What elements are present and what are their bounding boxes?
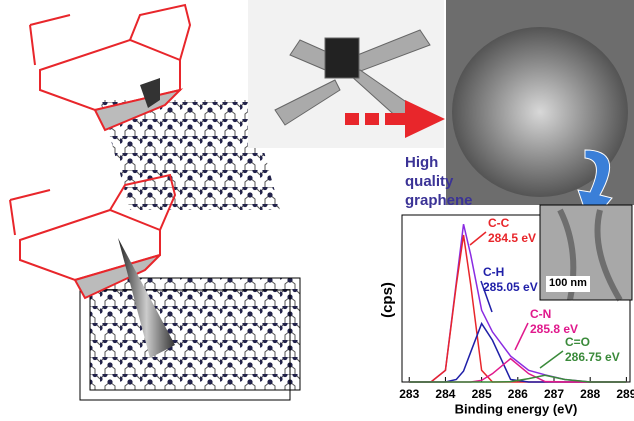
label: graphene — [405, 192, 473, 209]
scale-bar-label: 100 nm — [549, 277, 587, 289]
x-tick-label: 286 — [508, 387, 528, 401]
figure: High quality graphene 283 284 285 286 287 288… — [0, 0, 634, 416]
peak-energy: 284.5 eV — [488, 231, 536, 245]
x-tick-label: 284 — [435, 387, 455, 401]
peak-name: C-N — [530, 307, 551, 321]
peak-name: C=O — [565, 335, 590, 349]
peak-energy: 285.05 eV — [483, 280, 538, 294]
x-tick-label: 289 — [616, 387, 634, 401]
graphene-stack — [80, 278, 300, 400]
peak-energy: 286.75 eV — [565, 350, 620, 364]
x-tick-label: 283 — [399, 387, 419, 401]
y-axis-label: (cps) — [379, 282, 396, 318]
label: High — [405, 154, 438, 171]
peak-name: C-H — [483, 265, 504, 279]
label: quality — [405, 173, 454, 190]
x-tick-label: 285 — [472, 387, 492, 401]
x-axis-label: Binding energy (eV) — [455, 401, 578, 416]
peak-energy: 285.8 eV — [530, 322, 578, 336]
x-tick-label: 288 — [580, 387, 600, 401]
x-tick-label: 287 — [544, 387, 564, 401]
peak-name: C-C — [488, 216, 510, 230]
